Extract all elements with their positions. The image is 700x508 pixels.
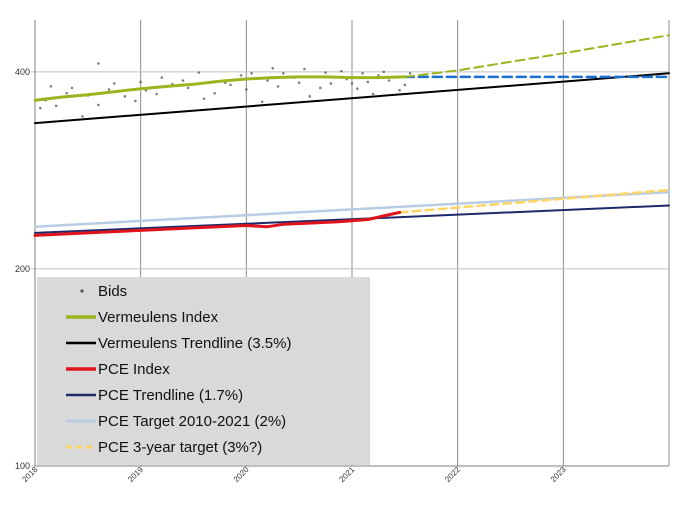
bid-point xyxy=(260,100,264,104)
y-tick-label: 400 xyxy=(15,67,30,77)
x-tick-label: 2023 xyxy=(549,465,568,484)
bid-point xyxy=(49,85,53,88)
x-tick-label: 2020 xyxy=(232,465,251,484)
bid-point xyxy=(350,82,354,85)
bid-point xyxy=(398,88,401,92)
legend: Bids Vermeulens Index Vermeulens Trendline… xyxy=(37,277,370,465)
bid-point xyxy=(245,88,248,91)
bid-point xyxy=(239,74,243,77)
bid-point xyxy=(197,71,201,74)
bid-point xyxy=(70,86,74,90)
bid-point xyxy=(202,97,206,100)
legend-box xyxy=(37,277,370,465)
bid-point xyxy=(266,79,269,82)
bid-point xyxy=(366,80,370,84)
bid-point xyxy=(155,92,158,96)
legend-swatch-bids xyxy=(80,289,84,293)
bid-point xyxy=(408,71,412,75)
x-axis-ticks: 2018 2019 2020 2021 2022 2023 xyxy=(20,465,568,484)
gridlines xyxy=(31,20,670,467)
legend-label-pce-target-2010-2021-2: PCE Target 2010-2021 (2%) xyxy=(98,413,286,430)
bid-point xyxy=(229,83,232,87)
bid-point xyxy=(308,95,312,98)
series-vermeulens-index-forecast-line xyxy=(403,34,670,78)
bid-point xyxy=(65,91,68,95)
bid-point xyxy=(303,67,306,71)
x-tick-label: 2021 xyxy=(337,465,356,484)
bid-point xyxy=(54,104,58,108)
bid-point xyxy=(361,71,364,75)
bid-point xyxy=(324,71,327,74)
bid-point xyxy=(297,81,301,85)
bid-point xyxy=(181,79,185,82)
legend-label-pce-3-year-target-3: PCE 3-year target (3%?) xyxy=(98,439,262,456)
bid-point xyxy=(107,88,111,91)
legend-label-bids: Bids xyxy=(98,283,127,300)
y-tick-label: 100 xyxy=(15,461,30,471)
series-pce-3-year-target-3-line xyxy=(398,188,671,214)
bid-point xyxy=(139,80,142,84)
bid-point xyxy=(355,87,359,90)
series-layer xyxy=(33,34,671,237)
bid-point xyxy=(250,71,253,75)
bid-point xyxy=(276,85,280,88)
bid-point xyxy=(186,86,190,90)
legend-label-vermeulens-trendline-3-5: Vermeulens Trendline (3.5%) xyxy=(98,335,291,352)
x-tick-label: 2022 xyxy=(443,465,462,484)
bid-point xyxy=(213,91,216,95)
x-tick-label: 2019 xyxy=(126,465,145,484)
series-bids xyxy=(38,62,412,118)
bid-point xyxy=(387,79,391,82)
series-vermeulens-trendline-3-5-line xyxy=(34,72,670,125)
bid-point xyxy=(371,92,375,96)
bid-point xyxy=(97,103,100,107)
bid-point xyxy=(123,95,127,98)
legend-label-vermeulens-index: Vermeulens Index xyxy=(98,309,219,326)
bid-point xyxy=(319,86,322,90)
series-pce-index-line xyxy=(33,210,402,237)
legend-label-pce-trendline-1-7: PCE Trendline (1.7%) xyxy=(98,387,243,404)
bid-point xyxy=(81,115,84,118)
y-tick-label: 200 xyxy=(15,264,30,274)
bid-point xyxy=(112,82,116,85)
bid-point xyxy=(271,67,275,70)
bid-point xyxy=(340,69,343,73)
bid-point xyxy=(282,71,285,75)
y-axis-ticks: 100 200 400 xyxy=(15,67,30,471)
series-vermeulens-index-line xyxy=(33,75,407,102)
bid-point xyxy=(382,70,386,74)
bid-point xyxy=(377,74,380,77)
bid-point xyxy=(38,106,42,110)
bid-point xyxy=(160,76,164,79)
bid-point xyxy=(329,82,333,85)
bid-point xyxy=(97,62,100,65)
legend-label-pce-index: PCE Index xyxy=(98,361,170,378)
bid-point xyxy=(134,99,137,103)
bid-point xyxy=(403,83,407,87)
